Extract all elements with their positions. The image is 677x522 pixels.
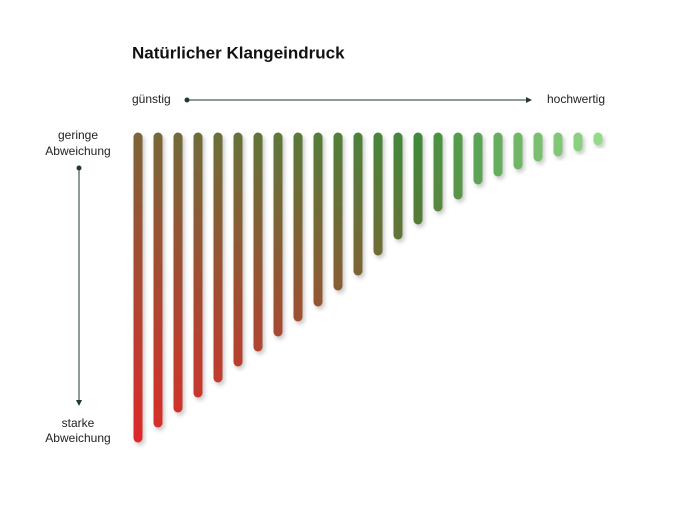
bar [313, 132, 323, 307]
bar [273, 132, 283, 337]
y-end-label: starke [62, 416, 95, 430]
bar [153, 132, 163, 428]
bar [233, 132, 243, 367]
bar [213, 132, 223, 383]
x-arrow-head [526, 97, 532, 103]
y-start-label: Abweichung [45, 144, 110, 158]
bar [393, 132, 403, 240]
bar [373, 132, 383, 256]
bar [493, 132, 503, 177]
bar [513, 132, 523, 170]
bar [573, 132, 583, 152]
chart-title: Natürlicher Klangeindruck [132, 43, 345, 62]
bar [253, 132, 263, 352]
bar [173, 132, 183, 413]
x-end-label: hochwertig [547, 92, 605, 106]
x-start-label: günstig [132, 92, 171, 106]
bar [593, 132, 603, 146]
y-end-label: Abweichung [45, 431, 110, 445]
bar [413, 132, 423, 225]
bar [333, 132, 343, 291]
bar [193, 132, 203, 398]
bar [293, 132, 303, 322]
bar [533, 132, 543, 162]
y-start-label: geringe [58, 128, 98, 142]
bar [133, 132, 143, 443]
bar [433, 132, 443, 212]
bar [453, 132, 463, 200]
bar [353, 132, 363, 276]
bar [473, 132, 483, 185]
y-arrow-head [76, 400, 82, 406]
bars [133, 132, 603, 443]
bar [553, 132, 563, 157]
